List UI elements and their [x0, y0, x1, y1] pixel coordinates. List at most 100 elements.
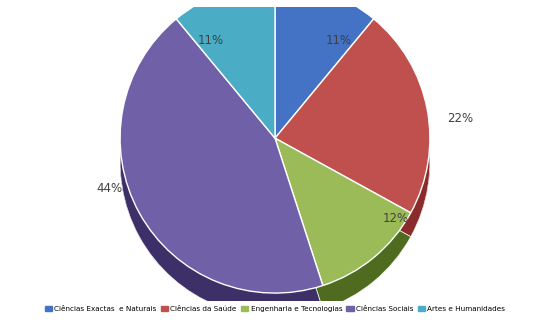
- Wedge shape: [275, 159, 411, 306]
- Wedge shape: [275, 0, 374, 145]
- Wedge shape: [120, 43, 323, 317]
- Wedge shape: [176, 0, 275, 139]
- Wedge shape: [176, 0, 275, 142]
- Wedge shape: [120, 34, 323, 308]
- Wedge shape: [275, 162, 411, 309]
- Wedge shape: [176, 0, 275, 141]
- Wedge shape: [176, 0, 275, 143]
- Wedge shape: [275, 37, 430, 231]
- Wedge shape: [275, 40, 430, 234]
- Wedge shape: [176, 0, 275, 145]
- Wedge shape: [176, 0, 275, 141]
- Wedge shape: [275, 2, 374, 157]
- Wedge shape: [275, 33, 430, 227]
- Wedge shape: [176, 6, 275, 161]
- Wedge shape: [275, 0, 374, 151]
- Wedge shape: [176, 0, 275, 152]
- Wedge shape: [275, 31, 430, 225]
- Wedge shape: [176, 0, 275, 144]
- Wedge shape: [275, 0, 374, 142]
- Text: 11%: 11%: [326, 34, 352, 47]
- Wedge shape: [275, 0, 374, 139]
- Wedge shape: [120, 35, 323, 309]
- Wedge shape: [275, 146, 411, 293]
- Wedge shape: [275, 0, 374, 148]
- Wedge shape: [176, 1, 275, 156]
- Wedge shape: [176, 1, 275, 156]
- Wedge shape: [176, 2, 275, 157]
- Text: 11%: 11%: [198, 34, 224, 47]
- Wedge shape: [275, 20, 430, 214]
- Wedge shape: [275, 24, 430, 217]
- Wedge shape: [176, 7, 275, 162]
- Wedge shape: [275, 149, 411, 297]
- Wedge shape: [275, 27, 430, 221]
- Wedge shape: [275, 151, 411, 298]
- Wedge shape: [275, 0, 374, 144]
- Wedge shape: [275, 23, 430, 217]
- Wedge shape: [275, 156, 411, 303]
- Wedge shape: [275, 0, 374, 144]
- Wedge shape: [275, 139, 411, 286]
- Wedge shape: [275, 0, 374, 148]
- Wedge shape: [275, 147, 411, 294]
- Wedge shape: [120, 36, 323, 310]
- Wedge shape: [275, 5, 374, 160]
- Wedge shape: [176, 0, 275, 153]
- Wedge shape: [275, 42, 430, 236]
- Wedge shape: [176, 0, 275, 149]
- Wedge shape: [275, 157, 411, 304]
- Wedge shape: [120, 28, 323, 302]
- Wedge shape: [275, 146, 411, 293]
- Wedge shape: [275, 0, 374, 149]
- Wedge shape: [275, 25, 430, 219]
- Wedge shape: [120, 39, 323, 313]
- Wedge shape: [275, 19, 430, 213]
- Wedge shape: [275, 162, 411, 309]
- Wedge shape: [275, 0, 374, 141]
- Wedge shape: [275, 41, 430, 235]
- Wedge shape: [120, 25, 323, 299]
- Wedge shape: [120, 42, 323, 316]
- Wedge shape: [120, 43, 323, 317]
- Wedge shape: [120, 36, 323, 310]
- Wedge shape: [176, 7, 275, 162]
- Wedge shape: [275, 160, 411, 308]
- Wedge shape: [120, 22, 323, 296]
- Wedge shape: [120, 37, 323, 311]
- Wedge shape: [275, 0, 374, 155]
- Wedge shape: [275, 28, 430, 222]
- Wedge shape: [275, 154, 411, 301]
- Wedge shape: [120, 28, 323, 302]
- Wedge shape: [275, 0, 374, 149]
- Wedge shape: [176, 0, 275, 144]
- Wedge shape: [275, 43, 430, 237]
- Wedge shape: [275, 0, 374, 151]
- Wedge shape: [275, 143, 411, 290]
- Wedge shape: [176, 0, 275, 142]
- Wedge shape: [275, 159, 411, 306]
- Wedge shape: [176, 0, 275, 146]
- Wedge shape: [275, 144, 411, 291]
- Wedge shape: [275, 146, 411, 294]
- Wedge shape: [275, 39, 430, 233]
- Wedge shape: [176, 0, 275, 146]
- Wedge shape: [120, 33, 323, 307]
- Wedge shape: [275, 142, 411, 290]
- Wedge shape: [275, 7, 374, 162]
- Wedge shape: [275, 151, 411, 299]
- Wedge shape: [176, 4, 275, 159]
- Wedge shape: [120, 23, 323, 297]
- Wedge shape: [275, 39, 430, 232]
- Wedge shape: [120, 39, 323, 313]
- Wedge shape: [275, 0, 374, 150]
- Wedge shape: [176, 0, 275, 149]
- Wedge shape: [275, 21, 430, 215]
- Wedge shape: [275, 0, 374, 140]
- Wedge shape: [275, 0, 374, 152]
- Wedge shape: [275, 0, 374, 143]
- Wedge shape: [176, 4, 275, 159]
- Text: 22%: 22%: [448, 112, 474, 125]
- Wedge shape: [120, 21, 323, 296]
- Wedge shape: [176, 0, 275, 138]
